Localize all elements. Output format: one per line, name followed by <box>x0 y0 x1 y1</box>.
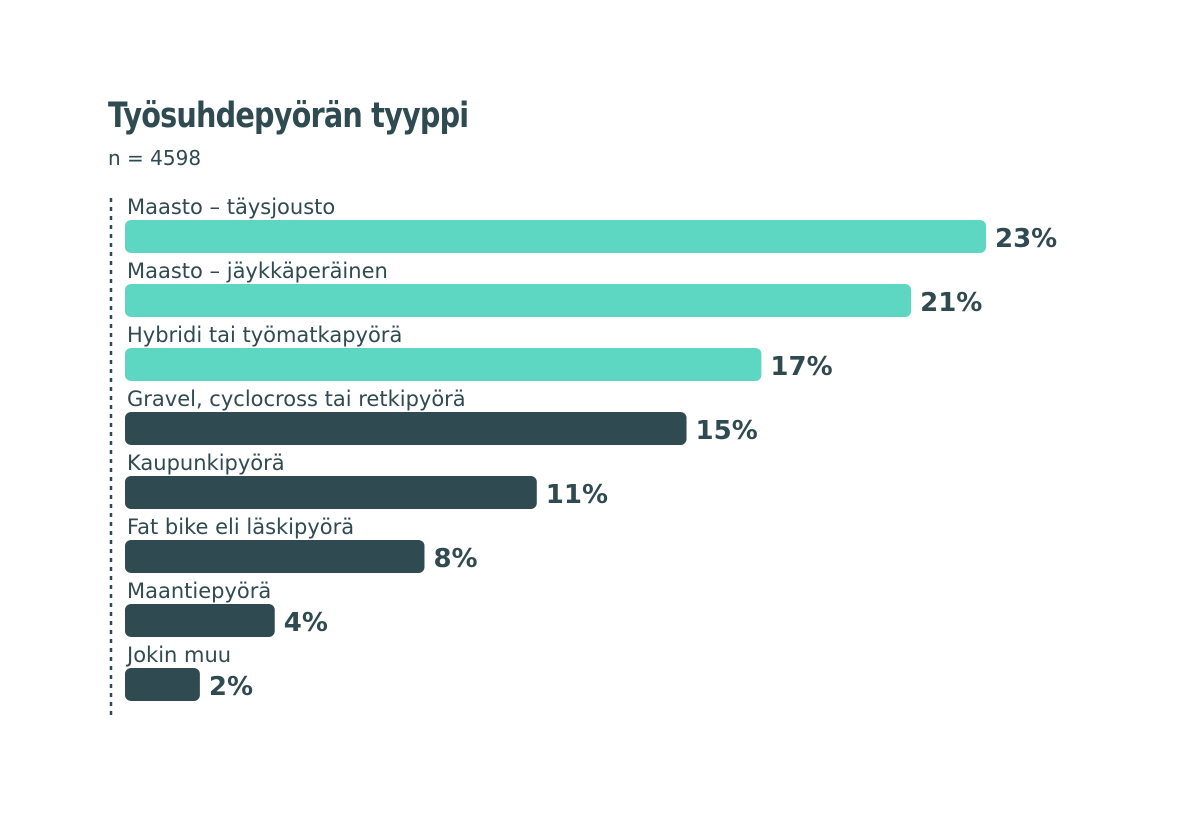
chart-title: Työsuhdepyörän tyyppi <box>108 96 469 136</box>
value-label: 4% <box>284 608 328 638</box>
chart-subtitle: n = 4598 <box>108 146 202 170</box>
bar <box>125 668 200 701</box>
category-label: Kaupunkipyörä <box>127 451 285 475</box>
value-label: 23% <box>995 224 1057 254</box>
category-label: Maasto – täysjousto <box>127 195 335 219</box>
category-label: Maantiepyörä <box>127 579 271 603</box>
category-label: Hybridi tai työmatkapyörä <box>127 323 402 347</box>
value-label: 21% <box>920 288 982 318</box>
bar <box>125 348 762 381</box>
value-label: 15% <box>696 416 758 446</box>
bar <box>125 220 986 253</box>
value-label: 8% <box>433 544 477 574</box>
value-label: 2% <box>209 672 253 702</box>
category-label: Gravel, cyclocross tai retkipyörä <box>127 387 466 411</box>
bars-group: Maasto – täysjousto 23% Maasto – jäykkäper… <box>125 195 1057 702</box>
bar <box>125 284 912 317</box>
category-label: Maasto – jäykkäperäinen <box>127 259 388 283</box>
bar <box>125 540 425 573</box>
bar <box>125 476 537 509</box>
category-label: Jokin muu <box>125 643 231 667</box>
value-label: 17% <box>770 352 832 382</box>
category-label: Fat bike eli läskipyörä <box>127 515 354 539</box>
bar <box>125 604 275 637</box>
bar <box>125 412 687 445</box>
value-label: 11% <box>546 480 608 510</box>
